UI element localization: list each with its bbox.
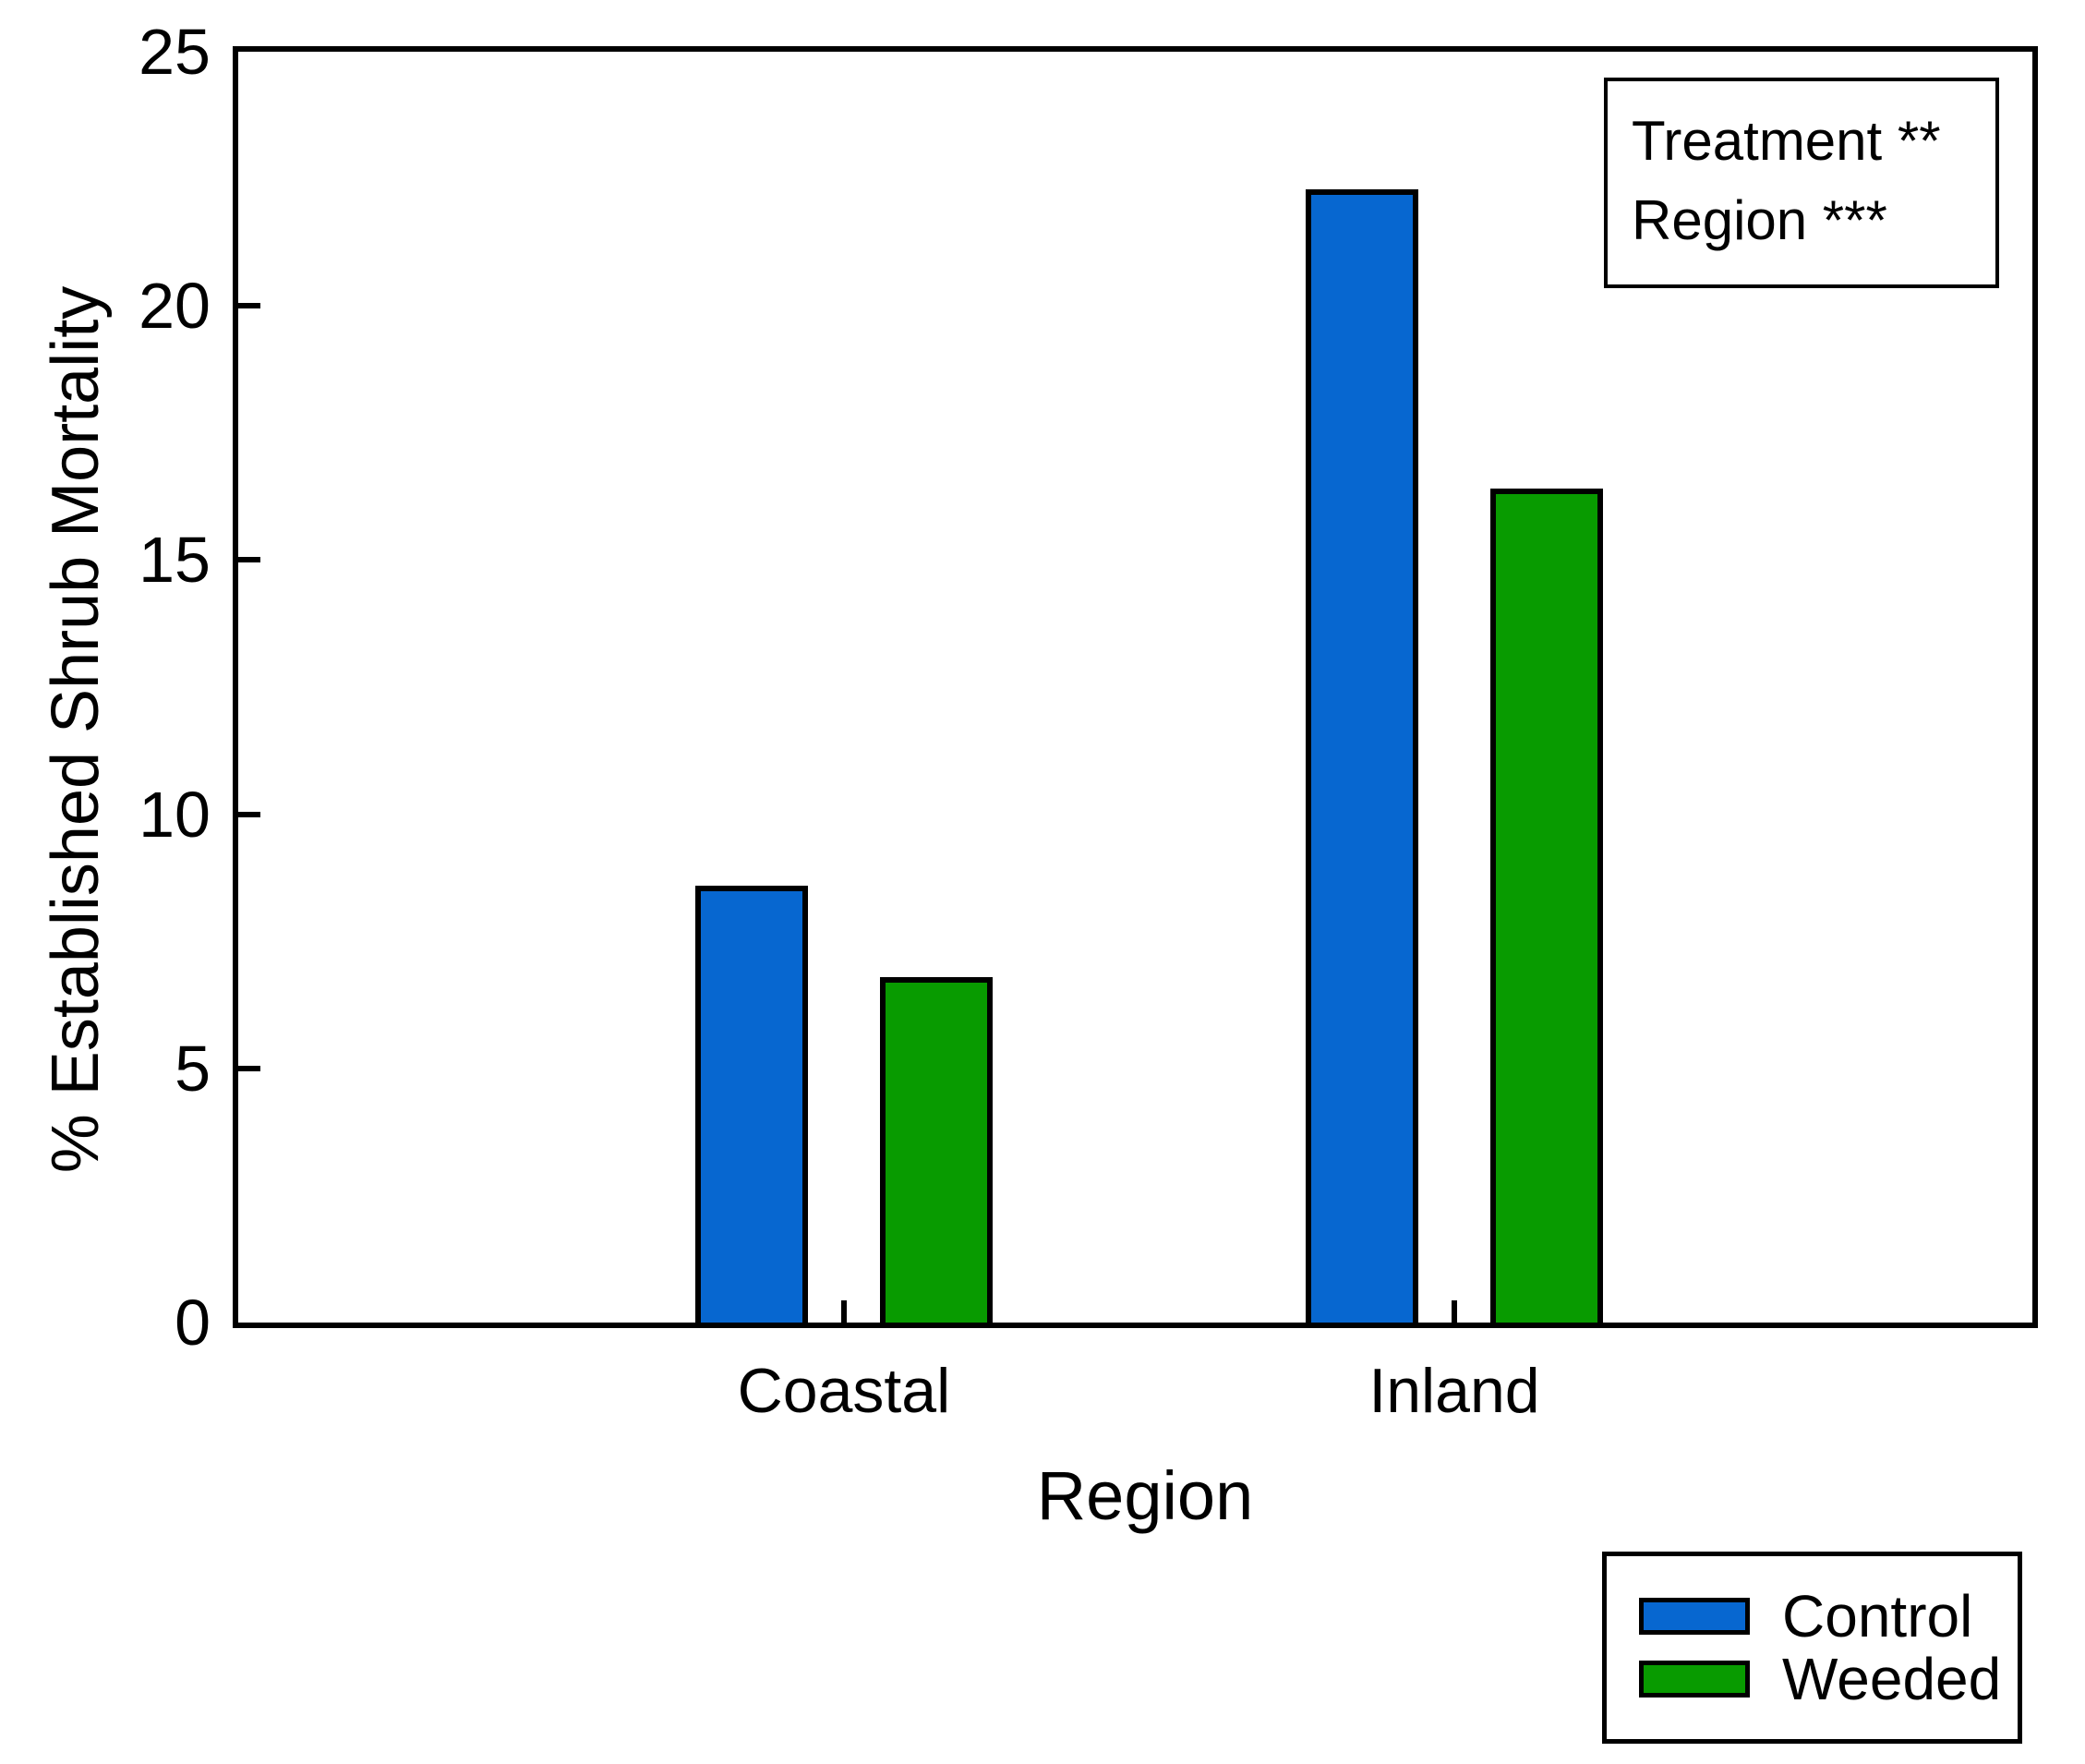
x-tick-coastal <box>840 1300 847 1323</box>
annotation-treatment: Treatment ** <box>1632 110 1941 172</box>
bar-inland-weeded <box>1489 489 1603 1323</box>
x-category-label-inland: Inland <box>1368 1356 1540 1426</box>
significance-annotation-box: Treatment ** Region *** <box>1604 78 1999 288</box>
y-tick-label-5: 5 <box>175 1032 211 1105</box>
plot-area <box>233 46 2038 1328</box>
legend-label-control: Control <box>1782 1583 1973 1649</box>
legend-label-weeded: Weeded <box>1782 1646 2002 1712</box>
legend-row-weeded: Weeded <box>1639 1649 2018 1710</box>
x-category-label-coastal: Coastal <box>737 1356 951 1426</box>
y-tick-5 <box>238 1065 260 1071</box>
y-tick-label-15: 15 <box>139 524 211 597</box>
legend: Control Weeded <box>1602 1552 2022 1744</box>
y-tick-label-10: 10 <box>139 778 211 851</box>
legend-swatch-control <box>1639 1598 1750 1635</box>
y-tick-label-25: 25 <box>139 16 211 88</box>
bar-coastal-weeded <box>879 977 993 1323</box>
y-tick-label-20: 20 <box>139 270 211 343</box>
y-tick-label-0: 0 <box>175 1287 211 1359</box>
legend-swatch-weeded <box>1639 1661 1750 1698</box>
y-tick-10 <box>238 811 260 817</box>
bar-inland-control <box>1305 189 1418 1323</box>
y-tick-20 <box>238 303 260 309</box>
bar-coastal-control <box>694 886 808 1323</box>
annotation-region: Region *** <box>1632 189 1887 251</box>
y-tick-15 <box>238 557 260 563</box>
x-tick-inland <box>1451 1300 1457 1323</box>
legend-row-control: Control <box>1639 1586 2018 1647</box>
x-axis-title: Region <box>1036 1457 1254 1534</box>
